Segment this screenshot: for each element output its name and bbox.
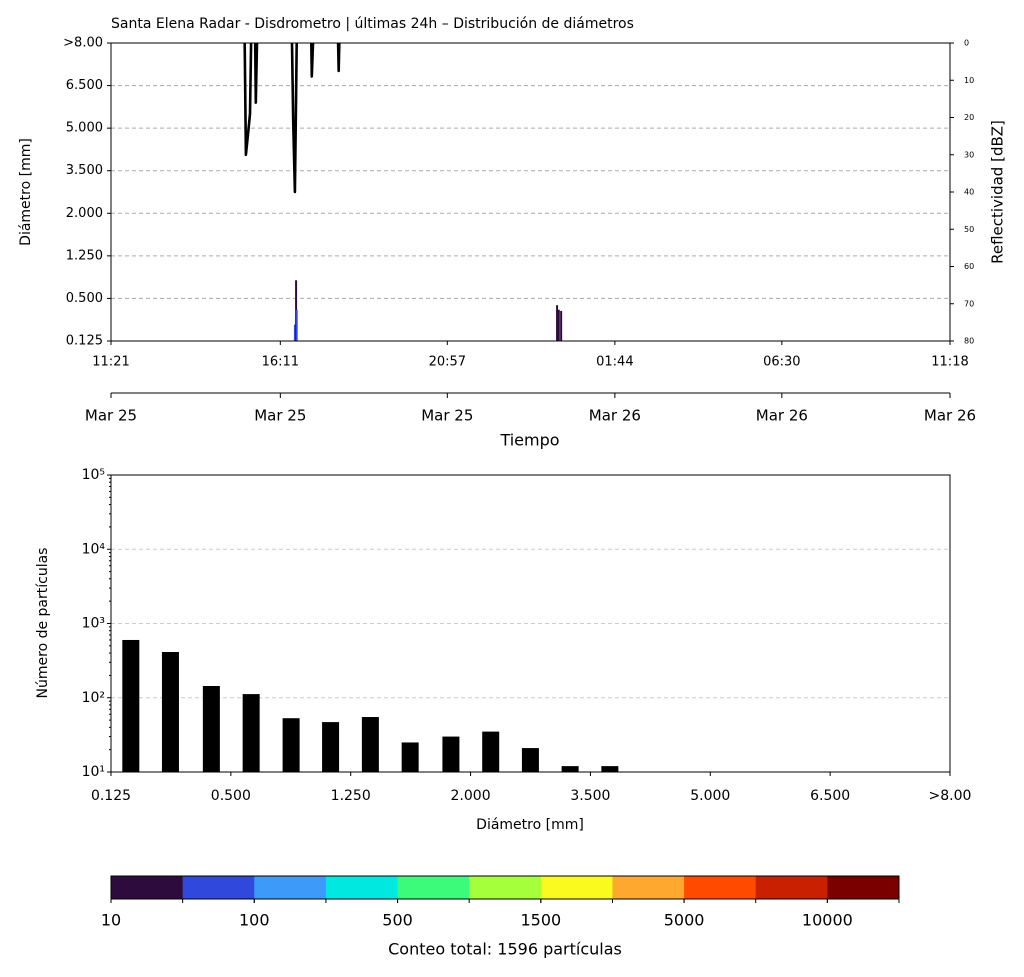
y2-tick-label: 70 (964, 299, 974, 308)
y2-axis-label: Reflectividad [dBZ] (989, 120, 1007, 264)
spectrum-cell (556, 305, 559, 341)
y-axis-label: Número de partículas (35, 548, 51, 699)
x-tick-label: >8.00 (929, 788, 972, 804)
bar (361, 717, 379, 772)
bar (161, 652, 179, 772)
spectrum-cell (295, 309, 298, 341)
y-tick-label: 10¹ (82, 764, 105, 780)
x-tick-label: 5.000 (690, 788, 730, 804)
y-tick-label: 10² (82, 690, 105, 706)
bar (202, 685, 220, 772)
x-tick-label: 0.500 (211, 788, 251, 804)
bar (122, 639, 140, 772)
bar (482, 731, 500, 772)
bar (601, 766, 619, 772)
colorbar-frame (110, 875, 900, 900)
color-segment (182, 876, 255, 899)
y-tick-label: 10³ (82, 616, 105, 632)
y-tick-label: 2.000 (66, 206, 103, 221)
y2-tick-label: 30 (964, 150, 974, 159)
colorbar-tick-label: 500 (382, 911, 413, 930)
bar (442, 736, 460, 772)
y-tick-label: 5.000 (66, 121, 103, 136)
y-tick-label: 1.250 (66, 248, 103, 263)
colorbar-tick-label: 10000 (802, 911, 853, 930)
color-segment (612, 876, 685, 899)
y2-tick-label: 60 (964, 262, 974, 271)
y-tick-label: >8.00 (63, 36, 103, 51)
spectrum-cell (557, 309, 560, 341)
y-tick-label: 10⁵ (82, 467, 105, 483)
x-tick-label: 06:30 (763, 355, 800, 370)
color-segment (469, 876, 542, 899)
x-tick-label: 20:57 (429, 355, 466, 370)
y2-tick-label: 10 (964, 76, 974, 85)
x-tick-label: 2.000 (451, 788, 491, 804)
color-segment (827, 876, 900, 899)
plot-frame (110, 42, 951, 342)
bar (521, 748, 539, 772)
bar (561, 766, 579, 772)
colorbar-label: Conteo total: 1596 partículas (388, 940, 622, 959)
y-tick-label: 0.500 (66, 291, 103, 306)
y-tick-label: 3.500 (66, 163, 103, 178)
bar (322, 722, 340, 772)
x2-tick-label: Mar 26 (589, 407, 641, 425)
x2-tick-label: Mar 25 (421, 407, 473, 425)
x2-tick-label: Mar 26 (756, 407, 808, 425)
colorbar-tick-label: 5000 (664, 911, 705, 930)
chart-title: Santa Elena Radar - Disdrometro | última… (111, 16, 634, 32)
y-tick-label: 10⁴ (82, 541, 106, 557)
x-tick-label: 11:18 (931, 355, 968, 370)
x2-tick-label: Mar 25 (254, 407, 306, 425)
color-segment (755, 876, 828, 899)
color-segment (111, 876, 184, 899)
x-tick-label: 0.125 (91, 788, 131, 804)
y2-tick-label: 80 (964, 337, 974, 346)
x2-tick-label: Mar 26 (924, 407, 976, 425)
reflectivity-line (243, 42, 341, 194)
y2-tick-label: 0 (964, 39, 969, 48)
bar (242, 694, 260, 772)
y-tick-label: 0.125 (66, 334, 103, 349)
color-segment (540, 876, 613, 899)
colorbar-tick-label: 10 (101, 911, 121, 930)
colorbar-tick-label: 100 (239, 911, 270, 930)
x-tick-label: 01:44 (596, 355, 633, 370)
x2-tick-label: Mar 25 (85, 407, 137, 425)
plot-frame (110, 474, 951, 773)
color-segment (325, 876, 399, 899)
y-axis-label: Diámetro [mm] (18, 138, 34, 246)
x-tick-label: 1.250 (331, 788, 371, 804)
x-axis-label: Diámetro [mm] (476, 817, 584, 833)
x-tick-label: 16:11 (262, 355, 299, 370)
spectrum-cell (293, 324, 296, 341)
bar (282, 718, 300, 772)
color-segment (684, 876, 757, 899)
x-tick-label: 11:21 (92, 355, 129, 370)
x-tick-label: 6.500 (810, 788, 850, 804)
color-segment (397, 876, 470, 899)
y2-tick-label: 40 (964, 188, 974, 197)
spectrum-cell (560, 310, 563, 341)
y-tick-label: 6.500 (66, 78, 103, 93)
y2-tick-label: 20 (964, 113, 974, 122)
color-segment (254, 876, 327, 899)
bar (401, 742, 419, 772)
x-tick-label: 3.500 (570, 788, 610, 804)
y2-tick-label: 50 (964, 225, 974, 234)
colorbar-tick-label: 1500 (520, 911, 561, 930)
x-axis-label: Tiempo (499, 431, 559, 450)
